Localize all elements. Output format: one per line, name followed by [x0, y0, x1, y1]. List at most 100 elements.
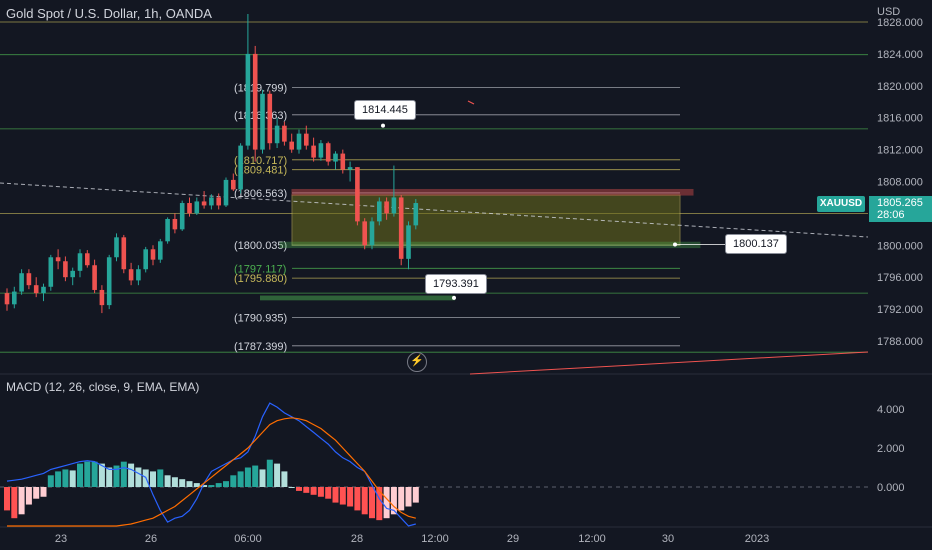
candle-body	[216, 197, 221, 206]
candle-body	[413, 203, 419, 226]
tag-low[interactable]: 1793.391	[425, 274, 487, 294]
fib-level-label: (1787.399)	[234, 341, 287, 353]
candle-body	[63, 261, 68, 278]
candle-body	[70, 270, 75, 278]
macd-histogram-bar	[296, 487, 302, 491]
macd-histogram-bar	[62, 469, 69, 487]
macd-histogram-bar	[157, 469, 164, 487]
macd-histogram-bar	[266, 459, 273, 487]
fib-retracement[interactable]: (1819.799)(1816.363)(1810.717)(1809.481)…	[234, 82, 680, 353]
macd-histogram-bar	[274, 463, 281, 487]
tag-high[interactable]: 1814.445	[354, 100, 416, 120]
macd-pane	[0, 402, 868, 527]
candle-body	[325, 143, 331, 162]
macd-histogram-bar	[310, 487, 317, 495]
candle-body	[114, 237, 119, 258]
macd-histogram-bar	[179, 479, 186, 487]
time-label: 06:00	[234, 533, 262, 545]
candle-body	[179, 203, 185, 230]
macd-histogram-bar	[40, 487, 47, 497]
candle-body	[158, 241, 163, 260]
macd-histogram-bar	[77, 463, 83, 487]
last-price-badge: 1805.265 28:06	[869, 196, 932, 222]
candle-body	[406, 225, 411, 259]
lightning-icon[interactable]: ⚡	[407, 352, 427, 372]
support-band	[260, 295, 455, 301]
candle-body	[33, 285, 39, 294]
candle-body	[231, 179, 236, 190]
symbol-badge: XAUUSD	[817, 196, 865, 212]
macd-histogram-bar	[55, 471, 62, 487]
time-label: 12:00	[578, 533, 606, 545]
candle-body	[172, 218, 178, 230]
macd-histogram-bar	[339, 487, 346, 505]
candle-body	[187, 203, 192, 214]
candle-body	[347, 167, 353, 170]
candle-body	[165, 218, 170, 242]
macd-histogram-bar	[237, 471, 244, 487]
bar-countdown: 28:06	[877, 209, 905, 221]
fib-level-label: (1800.035)	[234, 240, 287, 252]
price-tick: 1796.000	[877, 272, 923, 284]
tag-low-anchor	[452, 295, 456, 300]
candle-body	[223, 179, 229, 206]
dashed-trend-line	[0, 182, 869, 238]
macd-histogram-bar	[361, 487, 368, 515]
macd-histogram-bar	[354, 487, 361, 511]
macd-histogram-bar	[390, 487, 397, 515]
macd-histogram-bar	[113, 465, 120, 487]
candle-body	[41, 286, 46, 294]
candle-body	[106, 257, 112, 306]
macd-histogram-bar	[332, 487, 339, 503]
zone-bottom-band	[279, 241, 701, 249]
price-tick: 1820.000	[877, 81, 923, 93]
candle-body	[377, 201, 382, 222]
candle-body	[311, 145, 316, 158]
red-trend-line	[469, 351, 869, 375]
signal-line	[7, 417, 416, 527]
macd-line	[6, 402, 416, 527]
candle-body	[26, 273, 32, 286]
price-tick: 1812.000	[877, 145, 923, 157]
macd-histogram-bar	[412, 487, 419, 503]
last-price: 1805.265	[877, 197, 923, 209]
macd-histogram-bar	[4, 487, 10, 511]
fib-level-label: (1810.717)	[234, 155, 287, 167]
candle-body	[48, 257, 54, 287]
time-label: 28	[351, 533, 363, 545]
tag-right[interactable]: 1800.137	[725, 234, 787, 254]
fib-level-label: (1819.799)	[234, 82, 287, 94]
candle-body	[355, 167, 360, 222]
fib-level-label: (1806.563)	[234, 188, 287, 200]
macd-histogram-bar	[369, 487, 375, 519]
candle-body	[252, 53, 258, 150]
price-tick: 1788.000	[877, 336, 923, 348]
macd-histogram-bar	[171, 477, 178, 487]
macd-histogram-bar	[281, 471, 288, 487]
candle-body	[4, 293, 10, 305]
candle-body	[391, 197, 397, 214]
macd-histogram-bar	[259, 469, 266, 487]
fib-level-label: (1790.935)	[234, 313, 287, 325]
candle-body	[201, 201, 207, 206]
time-label: 26	[145, 533, 157, 545]
macd-histogram-bar	[47, 475, 54, 487]
macd-histogram-bar	[84, 461, 91, 487]
candle-body	[333, 153, 338, 162]
candle-body	[267, 93, 273, 144]
tag-high-anchor	[381, 123, 385, 128]
candles	[4, 14, 419, 314]
macd-histogram-bar	[33, 487, 40, 499]
zone-top-band	[291, 188, 694, 196]
candle-body	[304, 133, 309, 146]
macd-histogram-bar	[25, 487, 32, 505]
fib-level-label: (1797.117)	[234, 263, 286, 275]
currency-label: USD	[877, 6, 901, 18]
candle-body	[19, 273, 24, 292]
price-tick: 1828.000	[877, 17, 923, 29]
candle-body	[150, 249, 156, 260]
macd-tick: 0.000	[877, 482, 905, 494]
candle-body	[55, 257, 61, 262]
candle-body	[194, 201, 200, 214]
